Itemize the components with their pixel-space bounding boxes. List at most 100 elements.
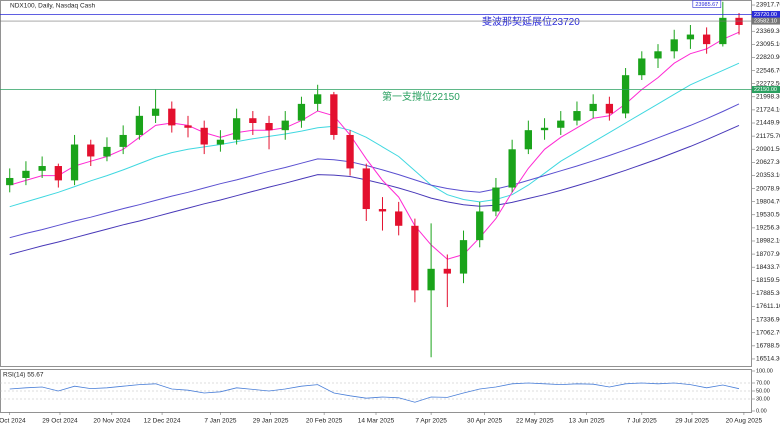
y-tick-label: 18982.10 [756, 238, 780, 245]
x-tick-label: 30 Apr 2025 [467, 418, 502, 425]
level-label: 23582.10 [754, 19, 777, 25]
candle-body [670, 39, 678, 52]
level-annotation: 第一支撐位22150 [382, 90, 460, 103]
x-tick-label: 29 Oct 2024 [42, 418, 78, 425]
y-tick-label: 19530.50 [756, 211, 780, 218]
candle-body [411, 225, 419, 291]
level-label-box [752, 17, 780, 25]
candle-body [168, 108, 176, 126]
candle-body [87, 144, 95, 157]
rsi-label: RSI(14) 55.67 [3, 372, 44, 379]
candle-body [638, 58, 646, 76]
y-tick-label: 16788.50 [756, 343, 780, 350]
candle-body [265, 123, 273, 131]
price-panel [0, 0, 752, 367]
candle-body [508, 149, 516, 188]
y-tick-label: 16514.30 [756, 356, 780, 363]
candle-body [492, 187, 500, 212]
level-annotation: 斐波那契延展位23720 [482, 15, 580, 28]
moving-average [9, 103, 740, 239]
candle-body [184, 125, 192, 128]
level-label-box [752, 86, 780, 94]
candle-body [346, 134, 354, 169]
rsi-tick-label: 50.00 [756, 388, 770, 394]
candle-body [281, 120, 289, 131]
candle-body [70, 144, 79, 181]
x-tick-label: 7 Jul 2025 [627, 418, 657, 425]
y-tick-label: 19804.70 [756, 198, 780, 205]
candle-body [135, 115, 144, 135]
x-tick-label: 7 Apr 2025 [415, 418, 447, 425]
candle-body [427, 268, 435, 291]
candle-body [119, 134, 127, 147]
candle-body [686, 34, 695, 40]
y-tick-label: 23095.10 [756, 41, 780, 48]
rsi-tick-label: 0.00 [756, 408, 767, 414]
candle-body [378, 209, 387, 212]
y-tick-label: 17885.30 [756, 290, 780, 297]
candle-body [297, 103, 306, 121]
y-tick-label: 20627.30 [756, 159, 780, 166]
candle-body [573, 111, 581, 121]
candle-body [395, 211, 403, 226]
candle-body [540, 127, 549, 131]
rsi-tick-label: 70.00 [756, 380, 770, 386]
candle-body [216, 139, 225, 145]
y-tick-label: 18433.70 [756, 264, 780, 271]
candle-body [557, 120, 565, 128]
y-tick-label: 18159.50 [756, 277, 780, 284]
candle-body [232, 118, 241, 140]
candle-body [719, 17, 727, 45]
x-tick-label: 20 Aug 2025 [726, 418, 763, 425]
candle-body [249, 118, 257, 124]
moving-average [9, 31, 740, 260]
x-tick-label: 20 Feb 2025 [306, 418, 343, 425]
candle-body [443, 268, 451, 274]
level-label: 22150.00 [754, 87, 777, 93]
high-label: 23985.67 [695, 2, 718, 8]
y-tick-label: 17611.10 [756, 303, 780, 310]
candle-body [459, 240, 468, 274]
rsi-tick-label: 30.00 [756, 396, 770, 402]
candle-body [314, 94, 322, 104]
level-label-box [752, 10, 780, 18]
y-tick-label: 21724.10 [756, 107, 780, 114]
candle-body [524, 130, 532, 150]
y-tick-label: 22272.50 [756, 80, 780, 87]
rsi-line [9, 382, 740, 403]
y-tick-label: 23369.30 [756, 28, 780, 35]
candle-body [54, 166, 62, 181]
y-tick-label: 17062.70 [756, 329, 780, 336]
y-tick-label: 23917.70 [756, 2, 780, 9]
candle-body [702, 34, 711, 45]
y-tick-label: 21998.30 [756, 94, 780, 101]
candle-body [38, 166, 46, 171]
high-label-box [692, 0, 722, 8]
x-tick-label: 14 Mar 2025 [358, 418, 395, 425]
candle-body [476, 211, 484, 241]
rsi-tick-label: 100.00 [756, 368, 773, 374]
y-tick-label: 21449.90 [756, 120, 780, 127]
x-tick-label: 7 Oct 2024 [0, 418, 26, 425]
candle-body [362, 168, 370, 210]
candle-body [151, 108, 160, 116]
candle-body [330, 94, 338, 135]
candle-body [654, 51, 662, 59]
x-tick-label: 12 Dec 2024 [144, 418, 181, 425]
x-tick-label: 29 Jul 2025 [675, 418, 709, 425]
x-tick-label: 7 Jan 2025 [204, 418, 237, 425]
candle-body [200, 127, 208, 145]
x-tick-label: 13 Jun 2025 [569, 418, 605, 425]
y-tick-label: 20353.10 [756, 172, 780, 179]
y-tick-label: 19256.30 [756, 225, 780, 232]
moving-average [9, 124, 740, 255]
y-tick-label: 22820.90 [756, 54, 780, 61]
candle-body [103, 146, 111, 157]
candle-body [22, 170, 30, 178]
y-tick-label: 20078.90 [756, 185, 780, 192]
moving-average [9, 62, 740, 208]
x-tick-label: 22 May 2025 [516, 418, 554, 425]
x-tick-label: 20 Nov 2024 [93, 418, 130, 425]
y-tick-label: 21175.70 [756, 133, 780, 140]
